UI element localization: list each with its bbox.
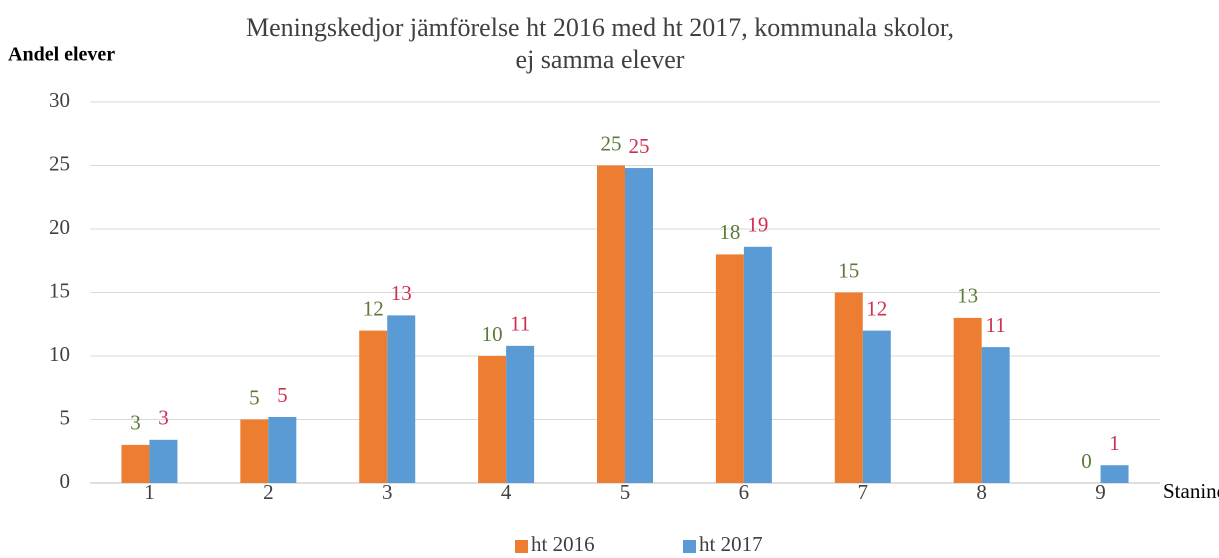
bar [1100, 465, 1129, 483]
data-label: 25 [629, 134, 650, 158]
data-label: 18 [719, 220, 740, 244]
y-tick-label: 0 [60, 469, 71, 493]
data-label: 25 [601, 131, 622, 155]
bar [625, 168, 653, 484]
x-tick-label: 2 [263, 480, 274, 504]
bar [715, 254, 744, 483]
x-axis-label: Stanine [1163, 479, 1219, 503]
bar [387, 315, 416, 483]
x-tick-label: 4 [501, 480, 512, 504]
bar [506, 345, 535, 483]
data-label: 3 [158, 406, 169, 430]
data-label: 5 [277, 383, 288, 407]
data-label: 3 [130, 411, 141, 435]
data-label: 1 [1109, 431, 1120, 455]
bar [743, 246, 772, 483]
bar [597, 165, 625, 483]
data-label: 11 [986, 313, 1006, 337]
data-label: 12 [866, 296, 887, 320]
y-tick-label: 25 [49, 151, 70, 175]
data-label: 19 [747, 213, 768, 237]
legend-label: ht 2016 [531, 532, 595, 556]
legend-swatch [683, 540, 696, 553]
legend-label: ht 2017 [699, 532, 763, 556]
y-tick-label: 15 [49, 278, 70, 302]
bar [149, 439, 178, 483]
y-tick-label: 5 [60, 405, 71, 429]
bar [268, 416, 297, 483]
data-label: 13 [957, 284, 978, 308]
data-label: 11 [510, 312, 530, 336]
x-tick-label: 1 [144, 480, 155, 504]
data-label: 5 [249, 385, 260, 409]
y-tick-label: 10 [49, 342, 70, 366]
chart-title: Meningskedjor jämförelse ht 2016 med ht … [245, 13, 955, 74]
data-label: 13 [391, 281, 412, 305]
x-tick-label: 3 [382, 480, 393, 504]
y-tick-label: 30 [49, 88, 70, 112]
data-label: 10 [482, 322, 503, 346]
x-tick-label: 5 [620, 480, 631, 504]
bar [478, 356, 507, 483]
x-tick-label: 8 [976, 480, 987, 504]
x-tick-label: 9 [1095, 480, 1106, 504]
bar [981, 347, 1010, 483]
data-label: 0 [1081, 449, 1092, 473]
bar [121, 444, 150, 483]
y-tick-label: 20 [49, 215, 70, 239]
bar [862, 330, 891, 483]
legend-swatch [515, 540, 528, 553]
y-axis-label: Andel elever [8, 44, 115, 66]
bar [834, 292, 863, 483]
bar [240, 419, 269, 483]
bar [359, 330, 388, 483]
data-label: 15 [838, 258, 859, 282]
data-label: 12 [363, 296, 384, 320]
bar [953, 317, 982, 483]
x-tick-label: 6 [739, 480, 750, 504]
x-tick-label: 7 [858, 480, 869, 504]
